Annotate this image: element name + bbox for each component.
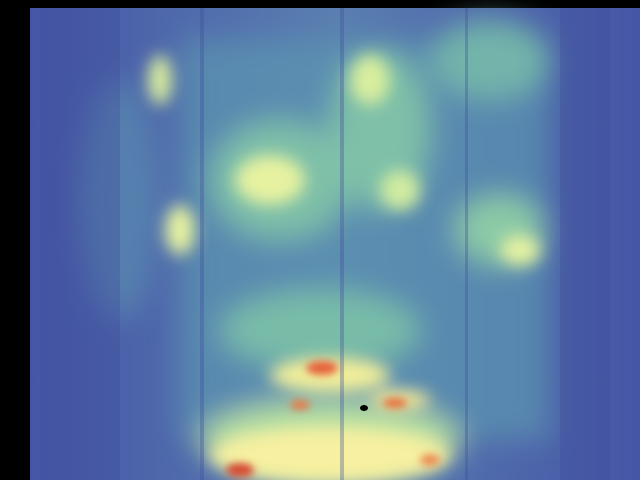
yellow-regions	[148, 55, 540, 480]
vertical-bands	[40, 8, 610, 480]
hole	[360, 405, 368, 411]
red-regions	[226, 361, 440, 477]
